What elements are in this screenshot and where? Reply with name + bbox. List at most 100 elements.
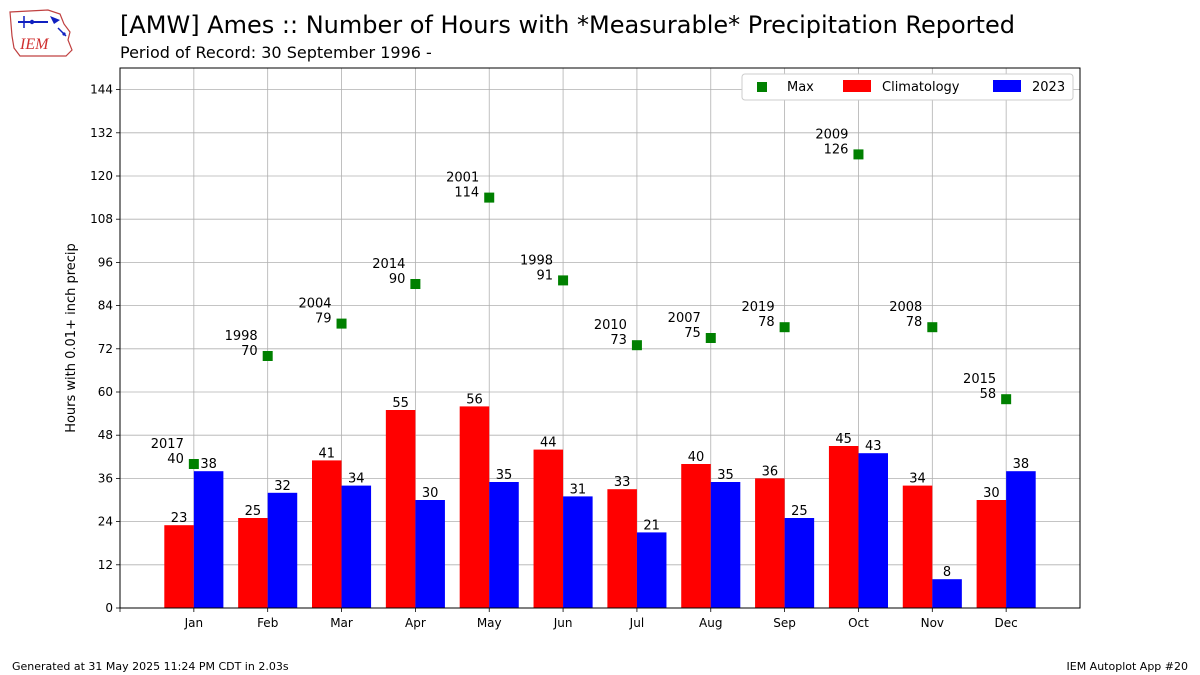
max-marker	[262, 351, 273, 361]
y-tick-label: 12	[98, 558, 113, 572]
year-2023-bar	[858, 453, 888, 608]
max-year-label: 1998	[520, 253, 553, 268]
climatology-value-label: 30	[983, 486, 1000, 501]
year-2023-value-label: 35	[496, 468, 513, 483]
max-value-label: 75	[684, 326, 701, 341]
climatology-bar	[312, 460, 342, 608]
y-tick-label: 36	[98, 471, 113, 485]
max-year-label: 2015	[963, 372, 996, 387]
max-value-label: 73	[610, 333, 627, 348]
climatology-bar	[238, 518, 268, 608]
y-tick-label: 0	[105, 601, 113, 615]
max-value-label: 78	[906, 315, 923, 330]
climatology-bar	[755, 478, 785, 608]
year-2023-value-label: 21	[643, 518, 660, 533]
x-tick-label: Dec	[995, 616, 1018, 630]
year-2023-bar	[636, 532, 667, 608]
climatology-value-label: 23	[171, 511, 188, 526]
x-tick-label: Nov	[921, 616, 944, 630]
year-2023-value-label: 38	[200, 457, 217, 472]
max-marker	[558, 275, 569, 286]
max-marker	[927, 322, 938, 333]
year-2023-bar	[563, 496, 593, 608]
year-2023-value-label: 25	[791, 504, 808, 519]
max-year-label: 2017	[151, 437, 184, 452]
year-2023-value-label: 32	[274, 479, 291, 494]
climatology-value-label: 44	[540, 436, 557, 451]
y-tick-label: 72	[98, 342, 113, 356]
year-2023-bar	[415, 500, 445, 608]
autoplot-app-label: IEM Autoplot App #20	[1066, 660, 1189, 673]
climatology-value-label: 40	[688, 450, 705, 465]
climatology-bar	[385, 410, 416, 608]
climatology-value-label: 34	[909, 472, 926, 487]
year-2023-bar	[784, 518, 815, 608]
max-year-label: 2008	[889, 300, 922, 315]
legend-max-label: Max	[787, 80, 814, 95]
climatology-value-label: 41	[318, 446, 335, 461]
max-year-label: 2009	[815, 127, 848, 142]
climatology-bar	[459, 406, 490, 608]
legend-2023-label: 2023	[1032, 80, 1065, 95]
max-marker	[779, 322, 790, 333]
year-2023-value-label: 34	[348, 472, 365, 487]
year-2023-bar	[489, 482, 519, 608]
legend-box	[741, 73, 1074, 101]
max-marker	[705, 333, 716, 343]
max-value-label: 58	[980, 387, 997, 402]
year-2023-value-label: 30	[422, 486, 439, 501]
legend-climatology-label: Climatology	[882, 80, 960, 95]
year-2023-value-label: 43	[865, 439, 882, 454]
max-value-label: 70	[241, 344, 258, 359]
y-tick-label: 96	[98, 255, 113, 269]
climatology-bar	[607, 489, 637, 608]
max-value-label: 79	[315, 312, 332, 327]
iem-logo: IEM	[9, 9, 73, 57]
max-marker	[853, 149, 864, 160]
climatology-value-label: 56	[466, 392, 483, 407]
max-year-label: 2007	[668, 311, 701, 326]
year-2023-value-label: 38	[1013, 457, 1030, 472]
y-tick-label: 120	[90, 169, 113, 183]
year-2023-value-label: 35	[717, 468, 734, 483]
legend-2023-swatch	[993, 80, 1021, 92]
chart-subtitle: Period of Record: 30 September 1996 -	[120, 43, 432, 62]
x-tick-label: May	[477, 616, 502, 630]
max-marker	[631, 340, 642, 351]
climatology-bar	[976, 500, 1007, 608]
max-value-label: 78	[758, 315, 775, 330]
logo-text: IEM	[19, 36, 50, 53]
x-tick-label: Aug	[699, 616, 722, 630]
max-value-label: 40	[167, 452, 184, 467]
y-tick-label: 84	[98, 299, 113, 313]
max-marker	[188, 459, 199, 469]
max-value-label: 91	[537, 268, 554, 283]
y-axis-label: Hours with 0.01+ inch precip	[64, 243, 79, 433]
climatology-bar	[902, 485, 933, 608]
year-2023-value-label: 8	[943, 565, 951, 580]
max-value-label: 90	[389, 272, 406, 287]
year-2023-value-label: 31	[570, 482, 587, 497]
max-marker	[484, 192, 495, 203]
x-tick-label: Apr	[405, 616, 426, 630]
plot-frame	[119, 67, 1081, 609]
y-tick-label: 60	[98, 385, 113, 399]
generated-timestamp: Generated at 31 May 2025 11:24 PM CDT in…	[12, 660, 289, 673]
climatology-value-label: 36	[762, 464, 779, 479]
year-2023-bar	[1006, 471, 1036, 608]
x-tick-label: Mar	[330, 616, 353, 630]
max-year-label: 2001	[446, 171, 479, 186]
max-marker	[1001, 394, 1012, 405]
max-value-label: 126	[824, 142, 849, 157]
x-tick-label: Sep	[773, 616, 796, 630]
climatology-value-label: 45	[835, 432, 852, 447]
legend-climatology-swatch	[843, 80, 871, 92]
climatology-bar	[828, 446, 859, 608]
max-value-label: 114	[454, 186, 479, 201]
year-2023-bar	[341, 485, 372, 608]
year-2023-bar	[710, 482, 741, 608]
x-tick-label: Oct	[848, 616, 869, 630]
year-2023-bar	[932, 579, 962, 608]
y-tick-label: 132	[90, 126, 113, 140]
